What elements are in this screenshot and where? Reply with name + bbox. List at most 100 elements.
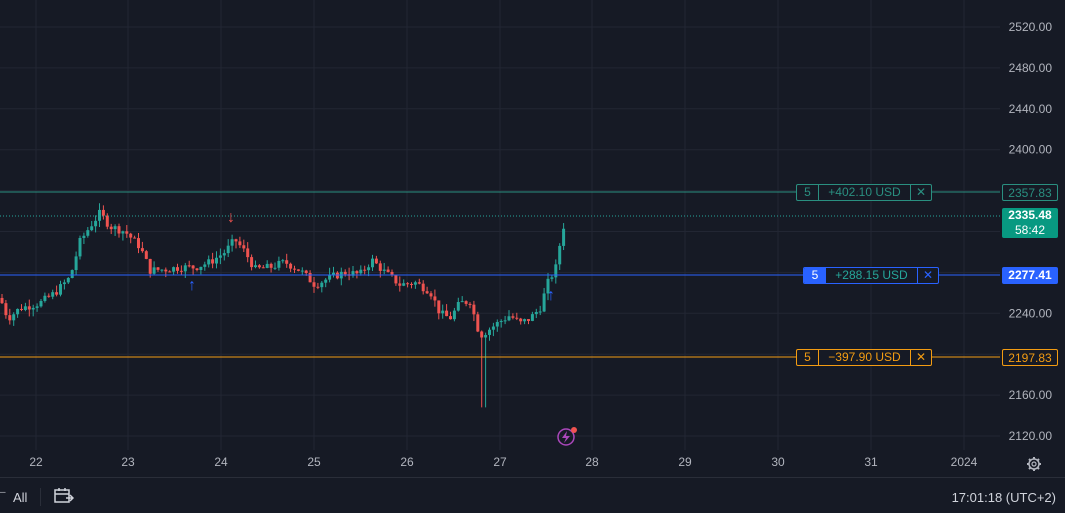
candle-body: [421, 283, 425, 292]
candle-body: [66, 278, 70, 283]
sl-order[interactable]: 5 −397.90 USD ✕: [796, 349, 932, 366]
candle-body: [296, 269, 300, 271]
y-tick: 2160.00: [1009, 388, 1053, 402]
candle-body: [355, 271, 359, 274]
candle-body: [101, 209, 105, 216]
candle-body: [148, 258, 152, 274]
candle-body: [293, 268, 296, 270]
candle-body: [304, 270, 308, 273]
x-tick: 24: [214, 455, 228, 469]
x-tick: 27: [493, 455, 507, 469]
candle-body: [20, 308, 23, 310]
sl-qty: 5: [797, 350, 819, 365]
candle-body: [242, 245, 246, 249]
candle-body: [538, 311, 542, 313]
candle-body: [328, 274, 332, 280]
candle-body: [324, 279, 328, 283]
candle-body: [472, 304, 476, 315]
price-chart[interactable]: 2520.00 2480.00 2440.00 2400.00 2240.00 2160.…: [0, 0, 1065, 477]
y-tick: 2480.00: [1009, 61, 1053, 75]
candle-body: [109, 226, 113, 230]
candle-body: [558, 245, 562, 265]
candle-body: [261, 267, 265, 269]
candle-body: [12, 314, 16, 321]
candle-body: [519, 318, 523, 322]
current-price-label: 2335.48 58:42: [1002, 208, 1058, 238]
clock[interactable]: 17:01:18 (UTC+2): [951, 490, 1056, 505]
candle-body: [82, 235, 86, 239]
candle-body: [488, 329, 491, 335]
candle-body: [199, 266, 203, 271]
x-tick: 29: [678, 455, 692, 469]
grid: [0, 0, 1000, 450]
candle-body: [281, 260, 285, 262]
candle-body: [187, 265, 191, 267]
candle-body: [511, 316, 515, 318]
candle-body: [441, 310, 445, 314]
candle-body: [62, 282, 66, 285]
candle-body: [273, 267, 277, 269]
candle-body: [16, 308, 20, 315]
bar-countdown: 58:42: [1014, 223, 1046, 237]
candle-body: [452, 310, 456, 320]
candle-body: [8, 315, 12, 321]
candle-body: [300, 270, 304, 272]
price-axis[interactable]: 2520.00 2480.00 2440.00 2400.00 2240.00 2160.…: [1009, 20, 1053, 443]
candle-body: [374, 258, 378, 264]
candle-body: [417, 282, 421, 284]
range-all-button[interactable]: All: [13, 490, 28, 505]
candle-body: [382, 269, 386, 271]
candle-body: [308, 272, 312, 283]
close-icon[interactable]: ✕: [915, 350, 927, 364]
divider: [40, 488, 41, 506]
y-tick: 2520.00: [1009, 20, 1053, 34]
candle-body: [413, 282, 417, 285]
candle-body: [156, 267, 160, 270]
candle-body: [31, 307, 35, 310]
candle-body: [164, 269, 168, 272]
candle-body: [35, 306, 39, 308]
candle-body: [402, 283, 406, 286]
candle-body: [70, 270, 74, 279]
sell-signal-arrow: ↓: [227, 209, 235, 226]
candle-body: [183, 265, 187, 272]
entry-pnl: +288.15 USD: [826, 268, 918, 283]
x-tick: 22: [29, 455, 43, 469]
candle-body: [152, 267, 156, 274]
close-icon[interactable]: ✕: [922, 268, 934, 282]
candle-body: [343, 271, 347, 275]
candle-body: [137, 238, 140, 249]
candle-body: [499, 321, 503, 323]
lightning-icon[interactable]: [557, 427, 577, 446]
buy-signal-arrow: ↑: [547, 287, 555, 304]
calendar-arrow-icon[interactable]: [54, 487, 75, 510]
candle-body: [218, 255, 222, 258]
candle-body: [125, 231, 129, 234]
candle-body: [449, 316, 452, 320]
candle-body: [51, 292, 55, 297]
candle-body: [98, 209, 101, 221]
tp-order[interactable]: 5 +402.10 USD ✕: [796, 184, 932, 201]
candle-body: [371, 258, 374, 268]
close-icon[interactable]: ✕: [915, 185, 927, 199]
candle-body: [289, 263, 293, 269]
sl-pnl: −397.90 USD: [819, 350, 911, 365]
y-tick: 2440.00: [1009, 102, 1053, 116]
candle-body: [133, 237, 137, 239]
candle-body: [367, 267, 371, 271]
candle-body: [363, 269, 367, 271]
candle-body: [550, 277, 554, 279]
candle-body: [429, 293, 433, 297]
gear-icon[interactable]: [1027, 457, 1041, 471]
candle-body: [179, 270, 183, 272]
candle-body: [546, 278, 550, 294]
candle-body: [534, 311, 538, 315]
candle-body: [230, 239, 234, 246]
candle-body: [320, 282, 324, 288]
candle-body: [277, 260, 281, 268]
entry-order[interactable]: 5 +288.15 USD ✕: [803, 267, 939, 284]
candle-body: [562, 228, 566, 246]
candle-body: [410, 283, 413, 285]
candle-body: [43, 295, 47, 301]
candle-body: [78, 238, 82, 257]
